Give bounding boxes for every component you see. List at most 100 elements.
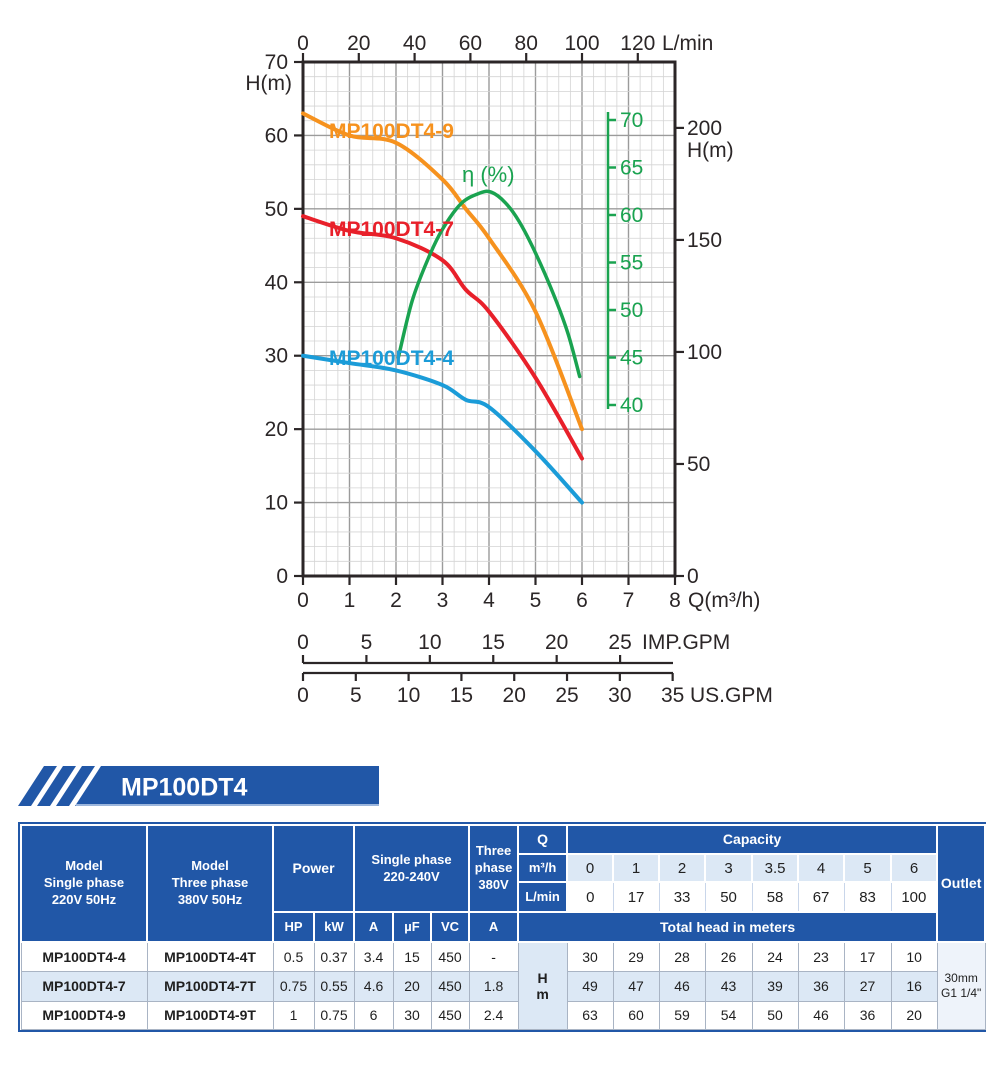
axis-tick-label: 20 xyxy=(265,418,288,441)
axis-tick-label: 7 xyxy=(623,589,635,612)
header-outlet: Outlet xyxy=(936,824,987,943)
banner-stripe-icon xyxy=(37,766,76,806)
amps-cell: 3.4 xyxy=(353,941,394,972)
axis-tick-label: 0 xyxy=(297,631,309,654)
axis-tick-label: 1 xyxy=(344,589,356,612)
banner-stripe-icon xyxy=(56,766,95,806)
head-value: 36 xyxy=(843,1000,892,1030)
axis-tick-label: 0 xyxy=(297,32,309,55)
amps-cell: 4.6 xyxy=(353,970,394,1002)
axis-tick-label: 100 xyxy=(687,341,722,364)
axis-tick-label: 60 xyxy=(459,32,482,55)
header-model-three: Model Three phase 380V 50Hz xyxy=(146,824,274,943)
axis-tick-label: 25 xyxy=(555,684,578,707)
axis-tick-label: 8 xyxy=(669,589,681,612)
head-unit-cell: H m xyxy=(517,941,568,1030)
axis-tick-label: 10 xyxy=(418,631,441,654)
vc-cell: 450 xyxy=(430,1000,470,1030)
kw-cell: 0.37 xyxy=(313,941,355,972)
axis-tick-label: 20 xyxy=(545,631,568,654)
capacity-m3h-value: 1 xyxy=(612,853,661,883)
axis-tick-label: 0 xyxy=(297,684,309,707)
axis-tick-label: 50 xyxy=(620,299,643,322)
axis-tick-label: 35 xyxy=(661,684,684,707)
curve-MP100DT4-9 xyxy=(301,111,584,432)
amps3-cell: - xyxy=(468,941,519,972)
axis-tick-label: 20 xyxy=(347,32,370,55)
capacity-lmin-value: 100 xyxy=(890,881,938,913)
header-three-phase: Three phase 380V xyxy=(468,824,520,913)
header-model-single: Model Single phase 220V 50Hz xyxy=(20,824,148,943)
hp-cell: 0.5 xyxy=(272,941,315,972)
axis-tick-label: 30 xyxy=(608,684,631,707)
axis-tick-label: 10 xyxy=(397,684,420,707)
axis-tick-label: 15 xyxy=(482,631,505,654)
us-gpm-unit: US.GPM xyxy=(690,684,773,707)
axis-tick-label: 200 xyxy=(687,117,722,140)
outlet-value-cell: 30mm G1 1/4" xyxy=(936,941,986,1030)
head-value: 29 xyxy=(612,941,660,972)
curve-label-MP100DT4-7: MP100DT4-7 xyxy=(329,218,454,241)
axis-tick-label: 2 xyxy=(390,589,402,612)
uf-cell: 15 xyxy=(392,941,432,972)
top-axis-unit: L/min xyxy=(662,32,713,55)
curve-MP100DT4-4 xyxy=(301,353,584,505)
header-single-phase: Single phase 220-240V xyxy=(353,824,471,913)
axis-tick-label: 5 xyxy=(350,684,362,707)
axis-tick-label: 10 xyxy=(265,492,288,515)
model-single-cell: MP100DT4-7 xyxy=(20,970,148,1002)
capacity-m3h-value: 4 xyxy=(797,853,846,883)
spec-table: Model Single phase 220V 50Hz Model Three… xyxy=(20,824,987,1030)
axis-tick-label: 40 xyxy=(403,32,426,55)
unit-a: A xyxy=(353,911,395,943)
eta-axis-title: η (%) xyxy=(462,162,515,187)
right-axis-unit: H(m) xyxy=(687,139,734,162)
axis-tick-label: 25 xyxy=(608,631,631,654)
head-value: 59 xyxy=(658,1000,706,1030)
spec-table-wrap: Model Single phase 220V 50Hz Model Three… xyxy=(18,822,987,1032)
unit-vc: VC xyxy=(430,911,471,943)
banner-stripe-icon xyxy=(18,766,57,806)
capacity-lmin-value: 50 xyxy=(704,881,753,913)
curve-MP100DT4-7 xyxy=(301,214,584,461)
head-value: 50 xyxy=(751,1000,799,1030)
capacity-lmin-value: 83 xyxy=(843,881,892,913)
header-lmin: L/min xyxy=(517,881,569,913)
axis-tick-label: 55 xyxy=(620,252,643,275)
head-value: 28 xyxy=(658,941,706,972)
unit-hp: HP xyxy=(272,911,315,943)
vc-cell: 450 xyxy=(430,970,470,1002)
capacity-lmin-value: 58 xyxy=(751,881,799,913)
capacity-lmin-value: 33 xyxy=(658,881,706,913)
model-three-cell: MP100DT4-4T xyxy=(146,941,274,972)
axis-tick-label: 15 xyxy=(450,684,473,707)
model-single-cell: MP100DT4-4 xyxy=(20,941,148,972)
capacity-m3h-value: 0 xyxy=(566,853,615,883)
head-value: 60 xyxy=(612,1000,660,1030)
amps3-cell: 2.4 xyxy=(468,1000,519,1030)
curve-efficiency xyxy=(396,189,582,379)
bottom-axis-unit: Q(m³/h) xyxy=(688,589,760,612)
model-three-cell: MP100DT4-7T xyxy=(146,970,274,1002)
header-power: Power xyxy=(271,824,356,913)
banner-body xyxy=(75,766,379,806)
axis-tick-label: 5 xyxy=(530,589,542,612)
capacity-m3h-value: 2 xyxy=(658,853,707,883)
axis-tick-label: 40 xyxy=(265,271,288,294)
head-value: 39 xyxy=(751,970,799,1002)
header-total-head: Total head in meters xyxy=(517,911,939,943)
axis-tick-label: 100 xyxy=(564,32,599,55)
capacity-m3h-value: 5 xyxy=(843,853,893,883)
axis-tick-label: 60 xyxy=(265,124,288,147)
capacity-m3h-value: 3 xyxy=(704,853,754,883)
imp-gpm-unit: IMP.GPM xyxy=(642,631,730,654)
head-value: 10 xyxy=(890,941,938,972)
header-capacity: Capacity xyxy=(566,824,939,855)
axis-tick-label: 70 xyxy=(620,109,643,132)
axis-tick-label: 6 xyxy=(576,589,588,612)
head-value: 30 xyxy=(566,941,614,972)
uf-cell: 20 xyxy=(392,970,432,1002)
pump-performance-chart: 0 20 40 60 80 100 120 L/min010203040506070H(m)0… xyxy=(245,32,773,707)
model-single-cell: MP100DT4-9 xyxy=(20,1000,148,1030)
head-value: 17 xyxy=(843,941,892,972)
